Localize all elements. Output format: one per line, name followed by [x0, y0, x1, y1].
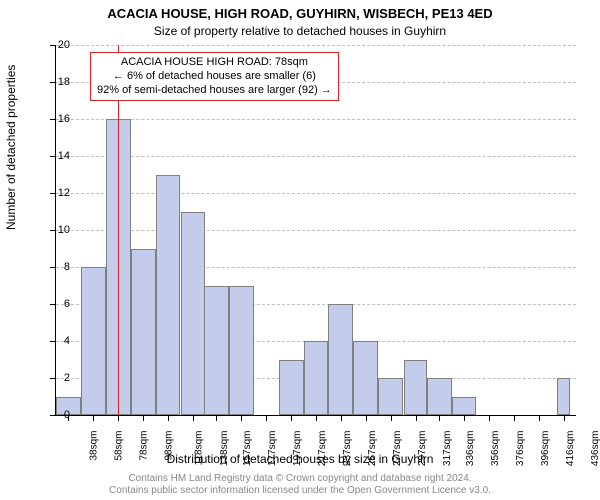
y-tick-label: 6: [40, 298, 70, 310]
histogram-bar: [229, 286, 254, 416]
x-tick-label: 356sqm: [490, 431, 501, 467]
x-tick-label: 138sqm: [219, 431, 230, 467]
y-tick-label: 4: [40, 335, 70, 347]
x-tick: [266, 415, 267, 421]
histogram-bar: [353, 341, 378, 415]
x-tick-label: 376sqm: [515, 431, 526, 467]
x-tick: [316, 415, 317, 421]
x-tick: [391, 415, 392, 421]
grid-line: [56, 193, 576, 194]
x-tick-label: 58sqm: [114, 431, 125, 461]
histogram-bar: [404, 360, 428, 416]
histogram-bar: [557, 378, 569, 415]
x-tick-label: 277sqm: [392, 431, 403, 467]
x-tick: [168, 415, 169, 421]
x-tick: [366, 415, 367, 421]
y-tick-label: 2: [40, 372, 70, 384]
x-tick-label: 177sqm: [267, 431, 278, 467]
x-tick-label: 317sqm: [442, 431, 453, 467]
y-tick-label: 12: [40, 187, 70, 199]
footer-text: Contains HM Land Registry data © Crown c…: [0, 473, 600, 497]
histogram-bar: [427, 378, 452, 415]
histogram-bar: [279, 360, 304, 416]
histogram-bar: [452, 397, 477, 416]
chart-container: ACACIA HOUSE, HIGH ROAD, GUYHIRN, WISBEC…: [0, 0, 600, 500]
x-tick-label: 38sqm: [89, 431, 100, 461]
histogram-bar: [131, 249, 156, 416]
x-tick-label: 118sqm: [193, 431, 204, 466]
y-tick-label: 14: [40, 150, 70, 162]
histogram-bar: [204, 286, 229, 416]
x-tick: [514, 415, 515, 421]
histogram-bar: [181, 212, 205, 416]
x-tick: [241, 415, 242, 421]
histogram-bar: [304, 341, 329, 415]
x-tick-label: 98sqm: [164, 431, 175, 461]
x-tick: [539, 415, 540, 421]
x-tick-label: 197sqm: [292, 431, 303, 467]
annotation-line-2: ← 6% of detached houses are smaller (6): [97, 70, 332, 84]
x-tick-label: 436sqm: [590, 431, 600, 467]
y-axis-label: Number of detached properties: [4, 65, 18, 230]
grid-line: [56, 119, 576, 120]
chart-title-sub: Size of property relative to detached ho…: [0, 24, 600, 38]
x-tick: [216, 415, 217, 421]
y-tick-label: 10: [40, 224, 70, 236]
histogram-bar: [81, 267, 106, 415]
x-tick: [341, 415, 342, 421]
chart-title-main: ACACIA HOUSE, HIGH ROAD, GUYHIRN, WISBEC…: [0, 6, 600, 21]
x-tick: [564, 415, 565, 421]
annotation-line-3: 92% of semi-detached houses are larger (…: [97, 84, 332, 98]
x-tick-label: 217sqm: [317, 431, 328, 467]
y-tick-label: 0: [40, 409, 70, 421]
annotation-line-1: ACACIA HOUSE HIGH ROAD: 78sqm: [97, 56, 332, 70]
x-tick-label: 336sqm: [465, 431, 476, 467]
x-tick: [439, 415, 440, 421]
x-tick-label: 78sqm: [139, 431, 150, 461]
grid-line: [56, 45, 576, 46]
x-tick-label: 257sqm: [367, 431, 378, 467]
y-tick-label: 20: [40, 39, 70, 51]
x-tick: [118, 415, 119, 421]
y-tick-label: 18: [40, 76, 70, 88]
x-tick: [464, 415, 465, 421]
annotation-box: ACACIA HOUSE HIGH ROAD: 78sqm ← 6% of de…: [90, 52, 339, 101]
x-tick-label: 157sqm: [243, 431, 254, 467]
histogram-bar: [156, 175, 181, 416]
histogram-bar: [378, 378, 403, 415]
y-tick-label: 16: [40, 113, 70, 125]
grid-line: [56, 156, 576, 157]
x-tick-label: 396sqm: [540, 431, 551, 467]
x-tick-label: 297sqm: [417, 431, 428, 467]
x-tick: [93, 415, 94, 421]
x-tick: [291, 415, 292, 421]
grid-line: [56, 230, 576, 231]
x-tick: [416, 415, 417, 421]
x-tick-label: 416sqm: [565, 431, 576, 467]
x-tick: [143, 415, 144, 421]
x-tick-label: 237sqm: [342, 431, 353, 467]
x-tick: [489, 415, 490, 421]
footer-line-1: Contains HM Land Registry data © Crown c…: [0, 473, 600, 485]
footer-line-2: Contains public sector information licen…: [0, 485, 600, 497]
y-tick-label: 8: [40, 261, 70, 273]
histogram-bar: [328, 304, 353, 415]
x-tick: [193, 415, 194, 421]
